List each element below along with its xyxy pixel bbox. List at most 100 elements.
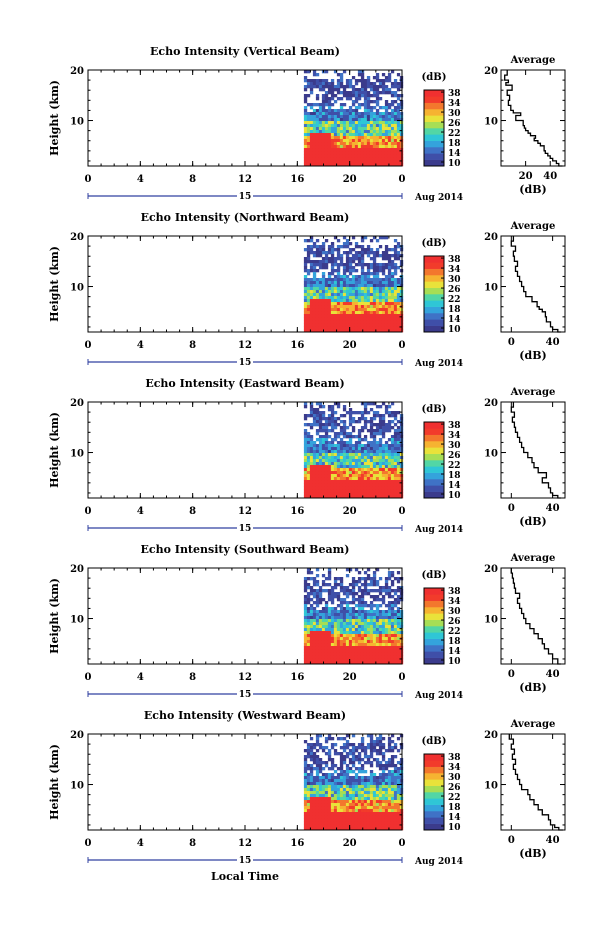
- heatmap-cell: [360, 326, 365, 330]
- heatmap-cell: [336, 655, 341, 659]
- heatmap-cell: [360, 323, 365, 327]
- heatmap-cell: [306, 640, 311, 644]
- heatmap-cell: [315, 299, 320, 303]
- heatmap-cell: [309, 812, 314, 816]
- heatmap-cell: [303, 589, 308, 593]
- heatmap-cell: [384, 299, 389, 303]
- heatmap-cell: [369, 154, 374, 158]
- heatmap-cell: [315, 157, 320, 161]
- heatmap-cell: [345, 266, 350, 270]
- heatmap-cell: [315, 465, 320, 469]
- heatmap-cell: [357, 486, 362, 490]
- heatmap-cell: [330, 423, 335, 427]
- heatmap-cell: [309, 640, 314, 644]
- heatmap-cell: [342, 610, 347, 614]
- heatmap-cell: [381, 287, 386, 291]
- heatmap-cell: [366, 299, 371, 303]
- heatmap-cell: [330, 812, 335, 816]
- heatmap-cell: [372, 610, 377, 614]
- heatmap-cell: [336, 483, 341, 487]
- heatmap-cell: [381, 773, 386, 777]
- heatmap-cell: [345, 622, 350, 626]
- heatmap-cell: [369, 251, 374, 255]
- heatmap-cell: [333, 290, 338, 294]
- heatmap-cell: [351, 450, 356, 454]
- heatmap-cell: [381, 477, 386, 481]
- heatmap-cell: [351, 818, 356, 822]
- heatmap-cell: [393, 640, 398, 644]
- heatmap-cell: [387, 574, 392, 578]
- heatmap-cell: [336, 417, 341, 421]
- heatmap-cell: [384, 447, 389, 451]
- heatmap-cell: [351, 800, 356, 804]
- heatmap-cell: [315, 589, 320, 593]
- heatmap-cell: [393, 794, 398, 798]
- heatmap-cell: [381, 616, 386, 620]
- heatmap-cell: [369, 782, 374, 786]
- chart-title: Echo Intensity (Westward Beam): [144, 709, 346, 722]
- heatmap-cell: [354, 450, 359, 454]
- heatmap-cell: [387, 263, 392, 267]
- heatmap-cell: [333, 456, 338, 460]
- heatmap-cell: [390, 426, 395, 430]
- heatmap-cell: [348, 462, 353, 466]
- heatmap-cell: [354, 257, 359, 261]
- heatmap-cell: [309, 308, 314, 312]
- heatmap-cell: [324, 266, 329, 270]
- heatmap-cell: [348, 308, 353, 312]
- heatmap-cell: [348, 770, 353, 774]
- heatmap-cell: [363, 471, 368, 475]
- heatmap-cell: [318, 281, 323, 285]
- heatmap-cell: [390, 571, 395, 575]
- heatmap-cell: [393, 453, 398, 457]
- heatmap-cell: [366, 628, 371, 632]
- heatmap-cell: [357, 420, 362, 424]
- heatmap-cell: [360, 779, 365, 783]
- heatmap-cell: [369, 293, 374, 297]
- heatmap-cell: [357, 827, 362, 831]
- heatmap-cell: [351, 764, 356, 768]
- x-tick-label: 16: [290, 672, 304, 683]
- heatmap-cell: [363, 296, 368, 300]
- heatmap-cell: [306, 827, 311, 831]
- heatmap-cell: [345, 411, 350, 415]
- heatmap-cell: [378, 154, 383, 158]
- heatmap-cell: [366, 643, 371, 647]
- heatmap-cell: [306, 610, 311, 614]
- heatmap-cell: [360, 269, 365, 273]
- heatmap-cell: [369, 142, 374, 146]
- heatmap-cell: [396, 329, 401, 333]
- heatmap-cell: [360, 438, 365, 442]
- heatmap-cell: [324, 133, 329, 137]
- heatmap-cell: [315, 326, 320, 330]
- heatmap-cell: [387, 468, 392, 472]
- heatmap-cell: [315, 160, 320, 164]
- heatmap-cell: [327, 480, 332, 484]
- heatmap-cell: [387, 154, 392, 158]
- heatmap-cell: [357, 767, 362, 771]
- heatmap-cell: [324, 151, 329, 155]
- heatmap-cell: [351, 411, 356, 415]
- heatmap-cell: [378, 471, 383, 475]
- heatmap-cell: [327, 88, 332, 92]
- heatmap-cell: [390, 477, 395, 481]
- heatmap-cell: [333, 124, 338, 128]
- heatmap-cell: [309, 788, 314, 792]
- heatmap-cell: [312, 489, 317, 493]
- heatmap-cell: [333, 827, 338, 831]
- heatmap-cell: [327, 483, 332, 487]
- heatmap-cell: [360, 607, 365, 611]
- heatmap-cell: [393, 755, 398, 759]
- heatmap-cell: [312, 592, 317, 596]
- heatmap-cell: [375, 782, 380, 786]
- heatmap-cell: [327, 809, 332, 813]
- heatmap-cell: [393, 655, 398, 659]
- heatmap-cell: [393, 495, 398, 499]
- heatmap-cell: [393, 649, 398, 653]
- heatmap-cell: [390, 323, 395, 327]
- heatmap-cell: [336, 266, 341, 270]
- heatmap-cell: [330, 827, 335, 831]
- heatmap-cell: [384, 88, 389, 92]
- day-label: 15: [239, 690, 252, 700]
- heatmap-cell: [363, 88, 368, 92]
